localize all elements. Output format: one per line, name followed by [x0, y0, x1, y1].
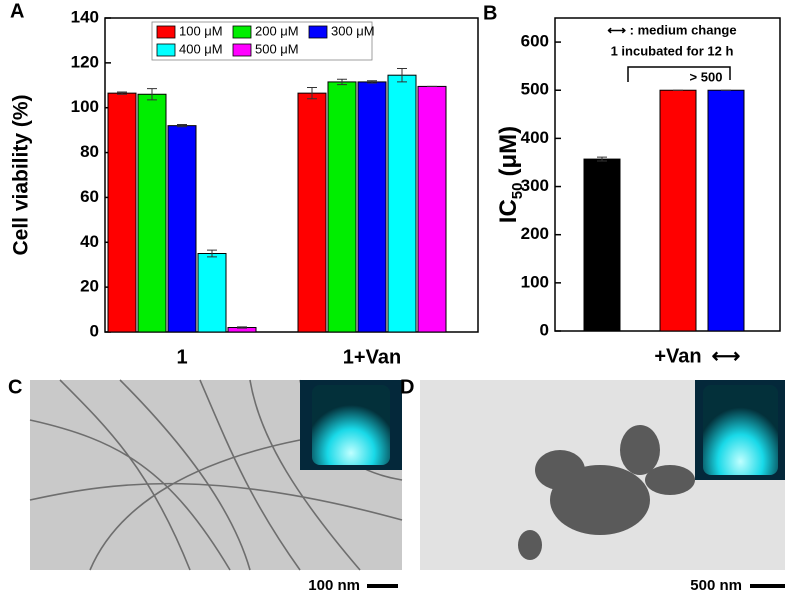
y-tick-label: 500	[521, 80, 549, 99]
y-tick-label: 100	[521, 272, 549, 291]
y-tick-label: 600	[521, 32, 549, 51]
bar	[167, 125, 197, 333]
legend-swatch	[308, 25, 328, 39]
plot-frame	[104, 17, 479, 333]
x-tick-label: +Van	[654, 345, 701, 367]
x-tick-label: 1+Van	[343, 346, 401, 368]
error-bar	[177, 124, 187, 128]
y-tick-label: 140	[71, 7, 99, 26]
error-bar	[147, 88, 157, 101]
legend-box	[151, 21, 373, 61]
legend-label: 300 μM	[331, 23, 375, 38]
panel-label: D	[400, 376, 414, 398]
micrograph-d	[420, 380, 785, 570]
x-tick-label: 1	[176, 346, 187, 368]
bar	[583, 158, 621, 332]
bracket	[627, 66, 731, 82]
y-tick-label: 40	[80, 232, 99, 251]
y-tick-label: 0	[540, 320, 549, 339]
bar	[357, 81, 387, 333]
legend-label: 100 μM	[179, 23, 223, 38]
error-bar	[337, 78, 347, 86]
micrograph-c	[29, 379, 403, 571]
error-bar	[207, 249, 217, 258]
y-tick-label: 0	[90, 321, 99, 340]
error-bar	[237, 326, 247, 329]
error-bar	[307, 87, 317, 100]
y-tick-label: 120	[71, 52, 99, 71]
bar	[197, 253, 227, 333]
legend-swatch	[232, 43, 252, 57]
panel-label: B	[483, 2, 497, 24]
y-tick-label: 60	[80, 187, 99, 206]
legend-label: 500 μM	[255, 41, 299, 56]
bar	[107, 92, 137, 333]
error-bar	[597, 156, 607, 162]
panel-label: C	[8, 376, 22, 398]
bar	[417, 85, 447, 333]
scale-bar-label: 100 nm	[308, 577, 360, 594]
legend-swatch	[156, 25, 176, 39]
y-axis-label-sub: 50	[509, 182, 526, 199]
x-tick-label: ⟷	[712, 345, 741, 367]
bar	[707, 89, 745, 332]
y-axis-label: IC50 (μM)	[495, 126, 526, 223]
y-axis-label: Cell viability (%)	[10, 94, 33, 255]
bar	[387, 74, 417, 333]
panel-label: A	[10, 0, 24, 22]
annotation: 1 incubated for 12 h	[611, 43, 734, 58]
y-axis-label-main: IC	[495, 199, 522, 223]
annotation: ⟷ : medium change	[607, 22, 736, 37]
bar	[137, 93, 167, 333]
scale-bar-label: 500 nm	[690, 577, 742, 594]
y-axis-label-unit: (μM)	[495, 126, 522, 177]
legend-label: 400 μM	[179, 41, 223, 56]
legend-swatch	[232, 25, 252, 39]
legend-swatch	[156, 43, 176, 57]
bar	[327, 81, 357, 333]
annotation: > 500	[690, 69, 723, 84]
error-bar	[117, 91, 127, 95]
y-tick-label: 300	[521, 176, 549, 195]
legend-label: 200 μM	[255, 23, 299, 38]
error-bar	[367, 80, 377, 84]
bar	[659, 89, 697, 332]
y-tick-label: 80	[80, 142, 99, 161]
error-bar	[397, 67, 407, 83]
y-tick-label: 20	[80, 277, 99, 296]
y-tick-label: 400	[521, 128, 549, 147]
y-tick-label: 200	[521, 224, 549, 243]
y-tick-label: 100	[71, 97, 99, 116]
bar	[297, 92, 327, 333]
